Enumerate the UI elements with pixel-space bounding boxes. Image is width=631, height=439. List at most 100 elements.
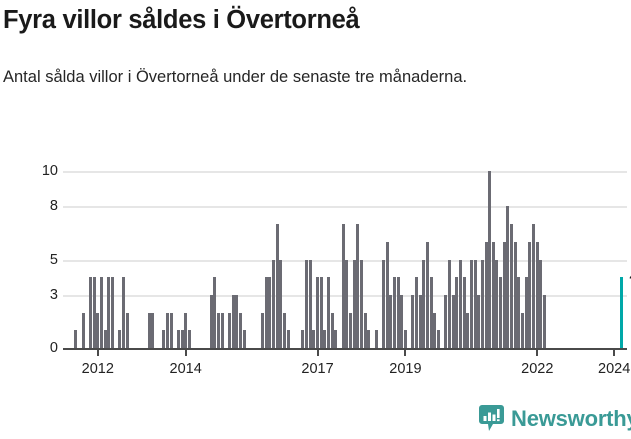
bar[interactable] <box>491 241 495 348</box>
bar[interactable] <box>367 330 371 348</box>
bar[interactable] <box>385 241 389 348</box>
bar[interactable] <box>165 312 169 348</box>
bar[interactable] <box>436 330 440 348</box>
bar[interactable] <box>279 259 283 348</box>
bar[interactable] <box>209 294 213 348</box>
bar[interactable] <box>389 294 393 348</box>
bar[interactable] <box>283 312 287 348</box>
bar[interactable] <box>444 294 448 348</box>
bar[interactable] <box>510 224 514 348</box>
bar[interactable] <box>535 241 539 348</box>
bar[interactable] <box>96 312 100 348</box>
bar[interactable] <box>169 312 173 348</box>
bar[interactable] <box>400 294 404 348</box>
bar[interactable] <box>187 330 191 348</box>
bar[interactable] <box>414 277 418 348</box>
bar[interactable] <box>316 277 320 348</box>
bar[interactable] <box>363 312 367 348</box>
bar[interactable] <box>147 312 151 348</box>
bar[interactable] <box>484 241 488 348</box>
bar[interactable] <box>356 224 360 348</box>
bar[interactable] <box>462 277 466 348</box>
bar[interactable] <box>447 259 451 348</box>
bar[interactable] <box>433 312 437 348</box>
bar[interactable] <box>242 330 246 348</box>
bar[interactable] <box>425 241 429 348</box>
bar[interactable] <box>411 294 415 348</box>
bar[interactable] <box>352 259 356 348</box>
bar[interactable] <box>513 241 517 348</box>
bar[interactable] <box>499 277 503 348</box>
bar[interactable] <box>125 312 129 348</box>
bar[interactable] <box>473 259 477 348</box>
bar[interactable] <box>495 259 499 348</box>
bar[interactable] <box>517 277 521 348</box>
bar[interactable] <box>502 241 506 348</box>
bar[interactable] <box>403 330 407 348</box>
bar[interactable] <box>521 312 525 348</box>
bar[interactable] <box>305 259 309 348</box>
bar[interactable] <box>118 330 122 348</box>
bar[interactable] <box>334 330 338 348</box>
bar[interactable] <box>451 294 455 348</box>
bar[interactable] <box>286 330 290 348</box>
bar[interactable] <box>477 294 481 348</box>
bar[interactable] <box>396 277 400 348</box>
bar[interactable] <box>327 277 331 348</box>
bar[interactable] <box>180 330 184 348</box>
bar[interactable] <box>418 294 422 348</box>
bar[interactable] <box>239 312 243 348</box>
bar[interactable] <box>392 277 396 348</box>
bar[interactable] <box>543 294 547 348</box>
bar[interactable] <box>345 259 349 348</box>
bar[interactable] <box>469 259 473 348</box>
bar[interactable] <box>359 259 363 348</box>
bar[interactable] <box>312 330 316 348</box>
bar[interactable] <box>539 259 543 348</box>
bar[interactable] <box>268 277 272 348</box>
bar[interactable] <box>103 330 107 348</box>
bar[interactable] <box>176 330 180 348</box>
bar[interactable] <box>488 171 492 348</box>
bar[interactable] <box>429 277 433 348</box>
bar[interactable] <box>348 312 352 348</box>
bar[interactable] <box>184 312 188 348</box>
bar[interactable] <box>217 312 221 348</box>
bar[interactable] <box>319 277 323 348</box>
bar[interactable] <box>74 330 78 348</box>
bar[interactable] <box>162 330 166 348</box>
bar[interactable] <box>261 312 265 348</box>
bar[interactable] <box>524 277 528 348</box>
bar[interactable] <box>213 277 217 348</box>
bar[interactable] <box>466 312 470 348</box>
bar[interactable] <box>480 259 484 348</box>
bar[interactable] <box>330 312 334 348</box>
bar[interactable] <box>455 277 459 348</box>
bar[interactable] <box>264 277 268 348</box>
bar[interactable] <box>422 259 426 348</box>
bar[interactable] <box>308 259 312 348</box>
bar[interactable] <box>81 312 85 348</box>
bar[interactable] <box>458 259 462 348</box>
bar[interactable] <box>107 277 111 348</box>
bar[interactable] <box>92 277 96 348</box>
bar[interactable] <box>301 330 305 348</box>
bar[interactable] <box>121 277 125 348</box>
bar[interactable] <box>341 224 345 348</box>
bar[interactable] <box>99 277 103 348</box>
bar[interactable] <box>374 330 378 348</box>
bar[interactable] <box>220 312 224 348</box>
highlighted-bar[interactable] <box>620 277 623 348</box>
bar[interactable] <box>381 259 385 348</box>
bar[interactable] <box>88 277 92 348</box>
bar[interactable] <box>228 312 232 348</box>
bar[interactable] <box>151 312 155 348</box>
bar[interactable] <box>231 294 235 348</box>
bar[interactable] <box>323 330 327 348</box>
bar[interactable] <box>506 206 510 348</box>
bar[interactable] <box>272 259 276 348</box>
bar[interactable] <box>275 224 279 348</box>
bar[interactable] <box>110 277 114 348</box>
bar[interactable] <box>235 294 239 348</box>
bar[interactable] <box>528 241 532 348</box>
